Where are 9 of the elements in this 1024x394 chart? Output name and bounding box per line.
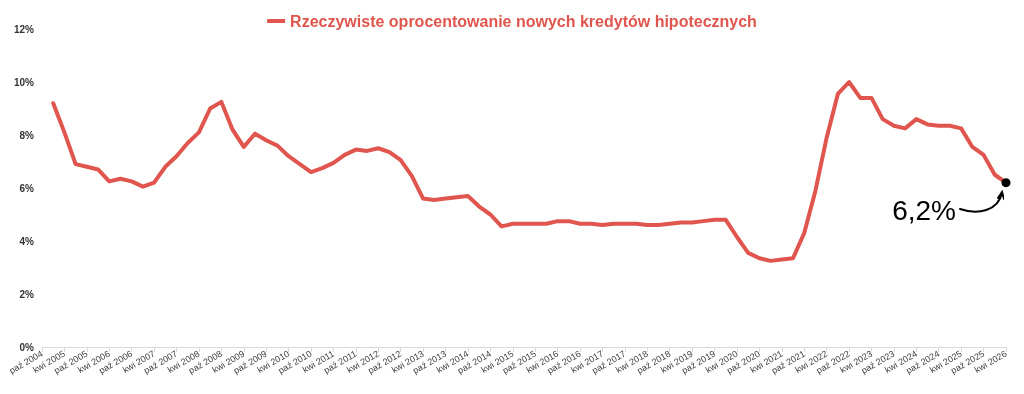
y-tick-label: 4% xyxy=(19,235,35,247)
y-tick-label: 6% xyxy=(19,182,35,194)
y-tick-label: 12% xyxy=(13,23,35,35)
legend-label: Rzeczywiste oprocentowanie nowych kredytów hipotecznych xyxy=(290,12,757,30)
y-tick-label: 10% xyxy=(13,76,35,88)
y-tick-label: 8% xyxy=(19,129,35,141)
y-tick-label: 0% xyxy=(19,341,35,353)
annotation: 6,2% xyxy=(892,195,956,227)
y-tick-label: 2% xyxy=(19,288,35,300)
